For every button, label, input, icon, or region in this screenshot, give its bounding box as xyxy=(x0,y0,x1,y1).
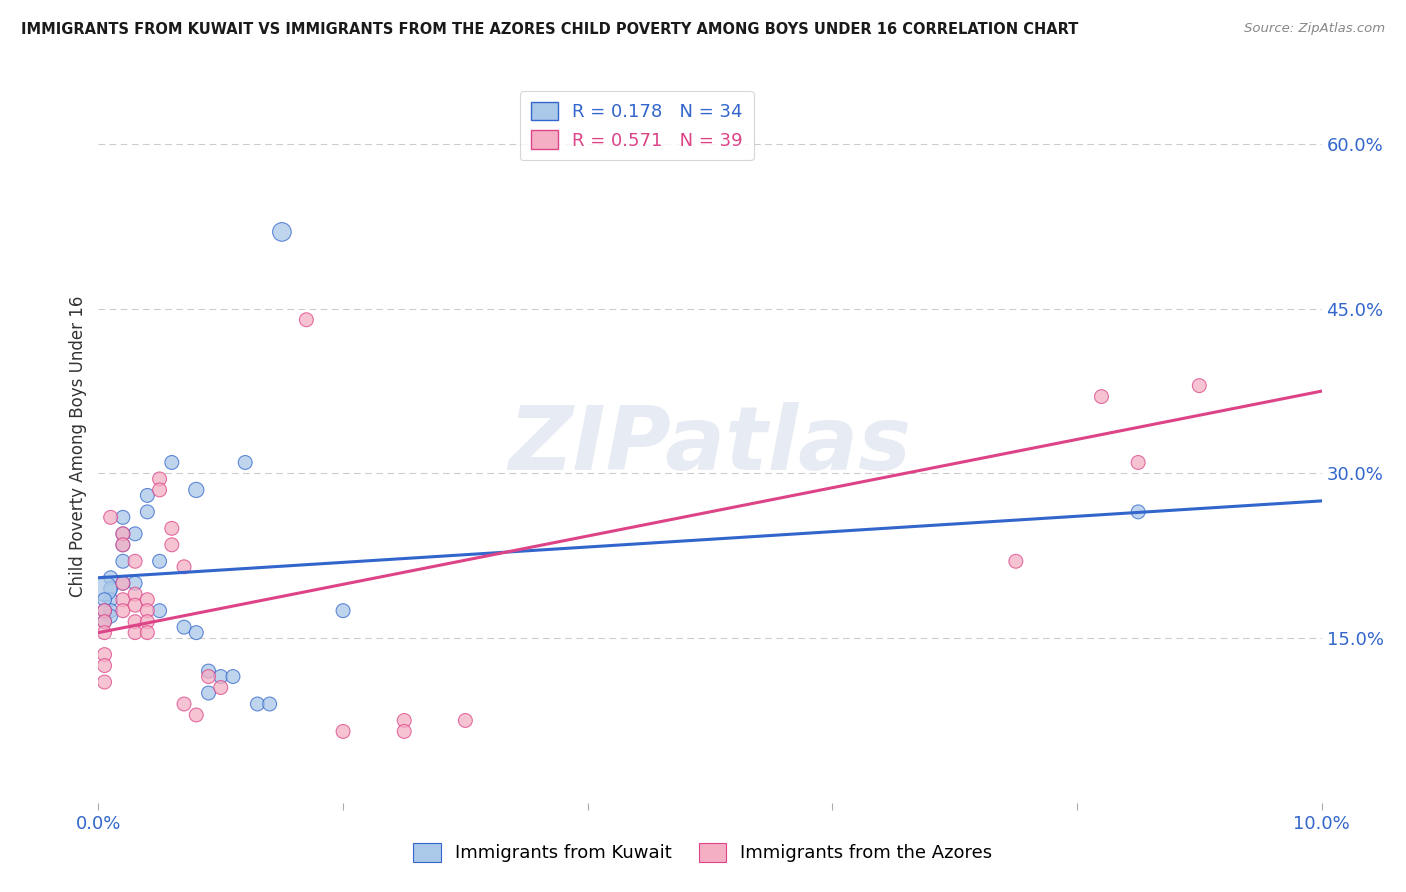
Point xyxy=(1090,390,1112,404)
Point xyxy=(111,538,134,552)
Legend: R = 0.178   N = 34, R = 0.571   N = 39: R = 0.178 N = 34, R = 0.571 N = 39 xyxy=(520,91,754,161)
Point xyxy=(111,554,134,568)
Point xyxy=(100,604,122,618)
Point xyxy=(1128,505,1150,519)
Point xyxy=(93,625,115,640)
Point xyxy=(160,455,183,469)
Point xyxy=(93,648,115,662)
Point xyxy=(100,582,122,596)
Point xyxy=(124,576,146,591)
Point xyxy=(111,592,134,607)
Point xyxy=(149,604,172,618)
Text: IMMIGRANTS FROM KUWAIT VS IMMIGRANTS FROM THE AZORES CHILD POVERTY AMONG BOYS UN: IMMIGRANTS FROM KUWAIT VS IMMIGRANTS FRO… xyxy=(21,22,1078,37)
Point xyxy=(197,664,219,678)
Point xyxy=(332,604,354,618)
Point xyxy=(136,625,159,640)
Point xyxy=(1004,554,1026,568)
Point xyxy=(270,225,292,239)
Point xyxy=(124,598,146,612)
Point xyxy=(233,455,256,469)
Point xyxy=(111,604,134,618)
Point xyxy=(295,312,318,326)
Point xyxy=(93,615,115,629)
Point xyxy=(93,658,115,673)
Point xyxy=(93,675,115,690)
Point xyxy=(259,697,281,711)
Point xyxy=(124,554,146,568)
Point xyxy=(136,505,159,519)
Point xyxy=(392,714,416,728)
Point xyxy=(209,681,232,695)
Point xyxy=(246,697,269,711)
Point xyxy=(111,510,134,524)
Point xyxy=(222,669,245,683)
Point xyxy=(111,526,134,541)
Point xyxy=(111,538,134,552)
Point xyxy=(197,669,219,683)
Point xyxy=(124,587,146,601)
Point xyxy=(136,604,159,618)
Point xyxy=(149,483,172,497)
Point xyxy=(186,625,208,640)
Point xyxy=(197,686,219,700)
Point xyxy=(136,615,159,629)
Legend: Immigrants from Kuwait, Immigrants from the Azores: Immigrants from Kuwait, Immigrants from … xyxy=(406,836,1000,870)
Point xyxy=(100,571,122,585)
Point xyxy=(100,609,122,624)
Point xyxy=(100,510,122,524)
Point xyxy=(124,526,146,541)
Y-axis label: Child Poverty Among Boys Under 16: Child Poverty Among Boys Under 16 xyxy=(69,295,87,597)
Point xyxy=(100,592,122,607)
Point xyxy=(124,615,146,629)
Point xyxy=(1188,378,1211,392)
Point xyxy=(93,604,115,618)
Text: Source: ZipAtlas.com: Source: ZipAtlas.com xyxy=(1244,22,1385,36)
Point xyxy=(186,483,208,497)
Point xyxy=(111,526,134,541)
Point xyxy=(111,576,134,591)
Point xyxy=(93,604,115,618)
Point xyxy=(332,724,354,739)
Point xyxy=(160,538,183,552)
Point xyxy=(136,488,159,502)
Point xyxy=(392,724,416,739)
Point xyxy=(124,625,146,640)
Point xyxy=(111,576,134,591)
Point xyxy=(186,708,208,723)
Text: ZIPatlas: ZIPatlas xyxy=(509,402,911,490)
Point xyxy=(93,592,115,607)
Point xyxy=(454,714,477,728)
Point xyxy=(1128,455,1150,469)
Point xyxy=(160,521,183,535)
Point xyxy=(149,472,172,486)
Point xyxy=(173,620,195,634)
Point xyxy=(149,554,172,568)
Point xyxy=(173,559,195,574)
Point xyxy=(93,582,115,596)
Point xyxy=(136,592,159,607)
Point xyxy=(93,615,115,629)
Point xyxy=(209,669,232,683)
Point xyxy=(173,697,195,711)
